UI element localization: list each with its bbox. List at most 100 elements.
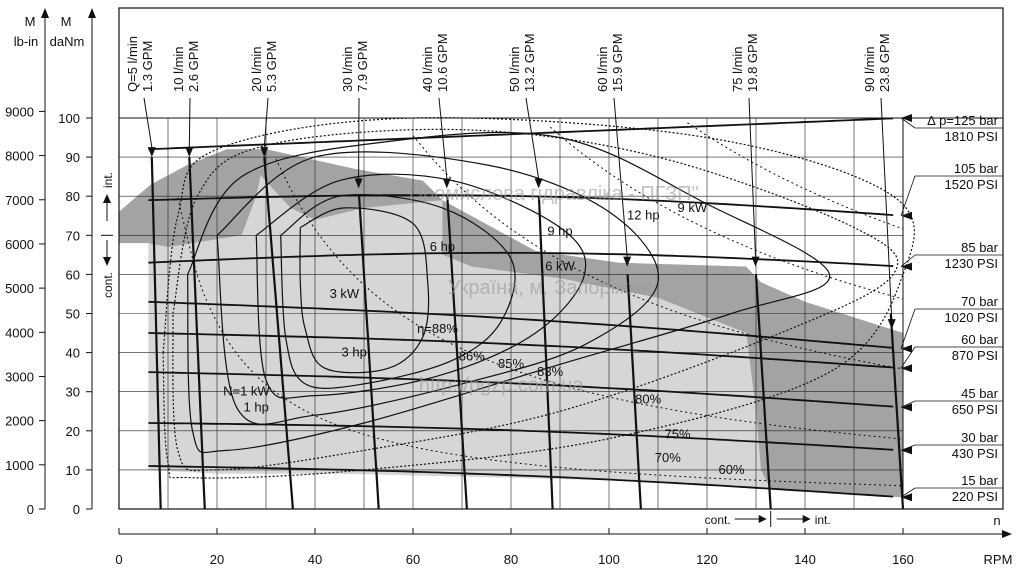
flow-arrow xyxy=(534,178,543,189)
flow-leader xyxy=(438,97,448,179)
pressure-leader-diag xyxy=(900,346,916,369)
flow-arrow xyxy=(260,147,269,158)
lbin-axis-label-m: M xyxy=(25,14,36,29)
power-hyperbola xyxy=(412,135,904,370)
danm-tick-label: 0 xyxy=(73,502,80,517)
x-tick-label: 80 xyxy=(504,552,518,567)
efficiency-contour xyxy=(162,117,915,479)
danm-tick-label: 50 xyxy=(66,307,80,322)
danm-tick-label: 40 xyxy=(66,346,80,361)
danm-tick-label: 80 xyxy=(66,189,80,204)
flow-arrow xyxy=(354,178,363,189)
power-label: 6 kW xyxy=(545,258,575,273)
flow-label-lpm: 30 l/min xyxy=(340,46,355,92)
pressure-label-bar: ∆ p=125 bar xyxy=(928,113,999,128)
danm-axis-label-m: M xyxy=(61,14,72,29)
flow-line xyxy=(537,196,554,510)
flow-line xyxy=(446,196,468,510)
watermark-text: http://pgzp.com.ua xyxy=(419,375,584,397)
efficiency-label: 80% xyxy=(635,391,661,406)
plot-frame xyxy=(118,7,1004,510)
lbin-tick-label: 6000 xyxy=(5,237,34,252)
power-label: 3 hp xyxy=(342,345,367,360)
lbin-tick-label: 1000 xyxy=(5,458,34,473)
power-label: 1 hp xyxy=(244,399,269,414)
pressure-arrow xyxy=(901,446,912,455)
flow-label-gpm: 15.9 GPM xyxy=(610,33,625,92)
efficiency-contour xyxy=(187,131,831,454)
flow-label-gpm: 2.6 GPM xyxy=(186,41,201,92)
efficiency-contour xyxy=(299,207,430,374)
watermark-text: "Промислова гідравліка - ПГЗП" xyxy=(402,183,699,205)
pressure-arrow xyxy=(901,344,912,353)
lbin-tick-label: 2000 xyxy=(5,414,34,429)
power-hyperbola xyxy=(687,122,904,230)
flow-label-gpm: 1.3 GPM xyxy=(140,41,155,92)
watermark-text: Україна, м. Запоріжжя xyxy=(448,277,653,299)
danm-tick-label: 90 xyxy=(66,150,80,165)
flow-line xyxy=(889,313,905,510)
flow-label-lpm: Q=5 l/min xyxy=(125,36,140,92)
power-label: 6 hp xyxy=(430,239,455,254)
x-axis-label: RPM xyxy=(984,552,1013,567)
power-label: 3 kW xyxy=(330,286,360,301)
x-tick-label: 60 xyxy=(406,552,420,567)
efficiency-contour xyxy=(280,194,516,389)
pressure-label-bar: 45 bar xyxy=(961,386,999,401)
pressure-leader-diag xyxy=(900,444,916,451)
danm-tick-label: 20 xyxy=(66,424,80,439)
flow-line xyxy=(754,274,772,510)
flow-leader xyxy=(880,97,893,320)
flow-label-gpm: 23.8 GPM xyxy=(877,33,892,92)
pressure-label-psi: 1520 PSI xyxy=(945,177,999,192)
pressure-arrow xyxy=(901,364,912,373)
flow-label-lpm: 75 l/min xyxy=(730,46,745,92)
efficiency-contour xyxy=(172,128,899,472)
danm-tick-label: 60 xyxy=(66,267,80,282)
flow-line xyxy=(358,196,380,510)
flow-label-gpm: 7.9 GPM xyxy=(355,41,370,92)
power-label: 12 hp xyxy=(627,208,660,223)
lbin-tick-label: 9000 xyxy=(5,104,34,119)
pressure-line xyxy=(148,194,894,216)
efficiency-label: 70% xyxy=(655,450,681,465)
pressure-leader-diag xyxy=(900,400,916,408)
efficiency-contour xyxy=(216,151,659,425)
efficiency-label: 85% xyxy=(498,356,524,371)
pressure-arrow xyxy=(901,114,912,122)
x-tick-label: 140 xyxy=(794,552,816,567)
int-y-label: int. xyxy=(101,172,115,188)
flow-arrow xyxy=(147,147,156,158)
flow-leader xyxy=(525,97,540,179)
pressure-arrow xyxy=(901,493,912,502)
lbin-tick-label: 0 xyxy=(27,502,34,517)
power-label: N=1 kW xyxy=(223,384,270,399)
flow-leader xyxy=(188,97,191,148)
pressure-leader-diag xyxy=(900,308,916,349)
intermittent-region-left xyxy=(119,149,266,255)
danm-tick-label: 30 xyxy=(66,385,80,400)
flow-label-gpm: 10.6 GPM xyxy=(435,33,450,92)
x-axis-arrow xyxy=(1002,530,1012,538)
grid xyxy=(39,7,1012,538)
curves xyxy=(143,97,1003,510)
flow-arrow xyxy=(185,147,194,158)
int-y-arrow-head xyxy=(103,194,111,203)
pressure-leader-diag xyxy=(900,117,916,129)
danm-tick-label: 100 xyxy=(58,111,80,126)
flow-leader xyxy=(263,97,269,148)
danm-tick-label: 10 xyxy=(66,463,80,478)
int-x-label: int. xyxy=(815,513,831,527)
flow-line xyxy=(188,157,206,510)
efficiency-contour xyxy=(255,173,587,399)
efficiency-label: 60% xyxy=(718,462,744,477)
flow-leader xyxy=(613,97,628,257)
x-tick-label: 40 xyxy=(308,552,322,567)
pressure-label-psi: 430 PSI xyxy=(952,446,998,461)
lbin-axis-label-unit: lb-in xyxy=(14,34,39,49)
pressure-line xyxy=(148,371,894,408)
pressure-label-bar: 15 bar xyxy=(961,473,999,488)
flow-leader xyxy=(748,97,757,257)
lbin-tick-label: 5000 xyxy=(5,281,34,296)
